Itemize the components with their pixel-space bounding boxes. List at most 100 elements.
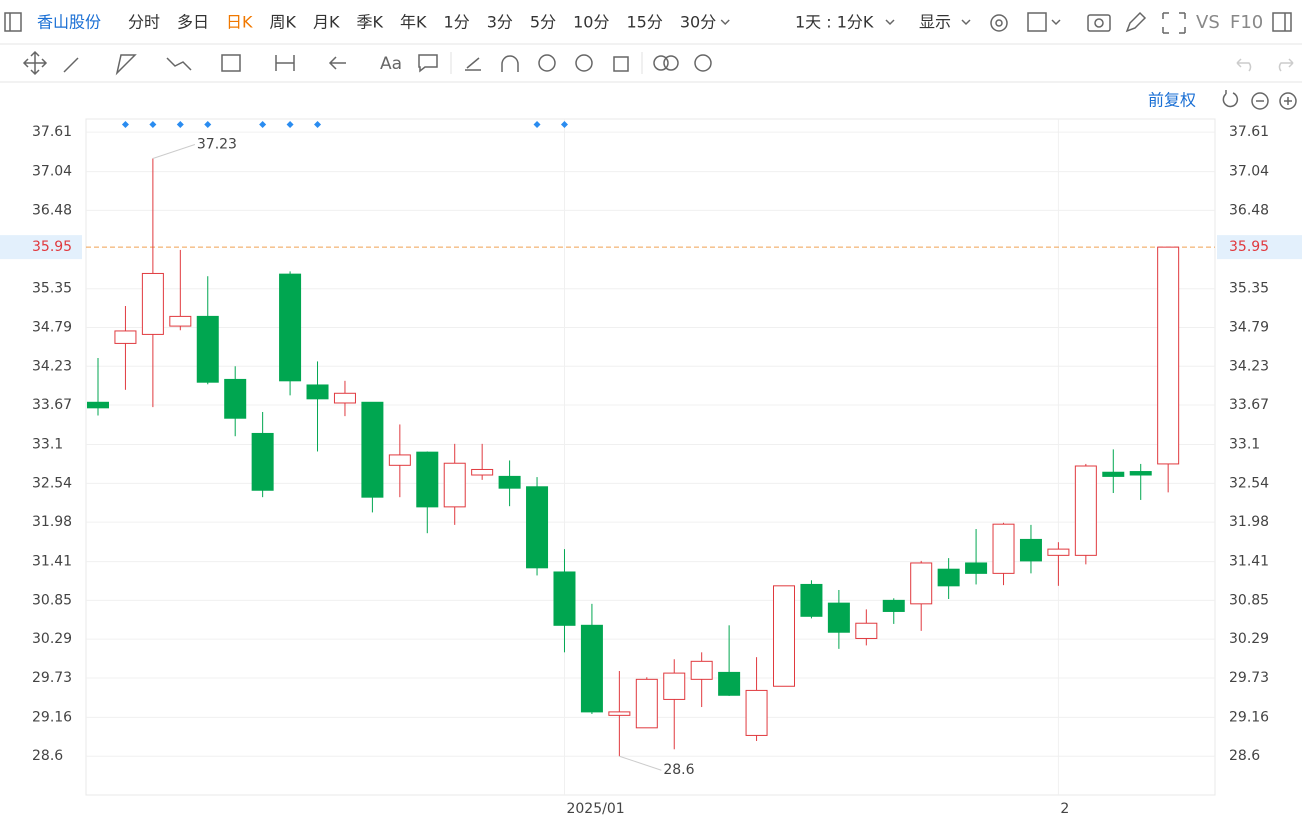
note-tool[interactable] <box>418 54 438 73</box>
period-tab[interactable]: 15分 <box>626 13 662 32</box>
candle-body <box>388 454 411 466</box>
interval-select[interactable]: 1天 : 1分K <box>795 13 874 32</box>
text-tool[interactable]: Aa <box>380 54 402 74</box>
y-tick-label: 29.73 <box>32 670 72 686</box>
event-marker[interactable] <box>560 121 568 128</box>
y-tick-label-right: 30.85 <box>1229 592 1269 608</box>
period-tabs: 分时 多日 日K 周K 月K 季K 年K 1分 3分 5分 10分 15分 30分 <box>128 13 730 32</box>
candle-body <box>580 624 603 713</box>
y-tick-label-right: 29.16 <box>1229 709 1269 725</box>
display-select[interactable]: 显示 <box>919 13 951 32</box>
measure-tool[interactable] <box>275 55 295 71</box>
move-tool[interactable] <box>22 50 48 76</box>
compare-tool[interactable] <box>653 55 669 71</box>
x-tick-label: 2 <box>1060 801 1069 817</box>
y-tick-label-right: 31.41 <box>1229 554 1269 570</box>
fib-tool[interactable] <box>221 54 241 72</box>
chevron <box>720 19 730 26</box>
sidebar-icon[interactable] <box>4 12 22 32</box>
period-tab[interactable]: 30分 <box>680 13 716 32</box>
period-tab[interactable]: 分时 <box>128 13 160 32</box>
y-tick-label-right: 34.79 <box>1229 319 1269 335</box>
panel-icon[interactable] <box>1272 12 1292 32</box>
y-tick-label: 30.29 <box>32 631 72 647</box>
candle-body <box>471 468 494 476</box>
shape-tool[interactable] <box>115 54 137 76</box>
period-tab[interactable]: 1分 <box>444 13 470 32</box>
candle-body <box>800 583 823 617</box>
y-tick-label-right: 28.6 <box>1229 748 1260 764</box>
zoom-out[interactable] <box>1251 92 1269 110</box>
settings-icon-core <box>995 19 1003 27</box>
candle-body <box>855 622 878 639</box>
period-tab[interactable]: 季K <box>357 13 384 32</box>
y-tick-label: 34.79 <box>32 319 72 335</box>
period-tab[interactable]: 周K <box>270 13 297 32</box>
y-tick-label-right: 33.67 <box>1229 397 1269 413</box>
event-marker[interactable] <box>259 121 267 128</box>
zoom-in-plus <box>1284 97 1292 105</box>
y-tick-label: 35.35 <box>32 281 72 297</box>
reset-icon[interactable] <box>1222 90 1239 108</box>
stock-name[interactable]: 香山股份 <box>37 13 101 32</box>
y-tick-label: 28.6 <box>32 748 63 764</box>
pencil-icon[interactable] <box>1125 11 1147 33</box>
event-marker[interactable] <box>204 121 212 128</box>
y-tick-label-right: 35.35 <box>1229 281 1269 297</box>
x-tick-label: 2025/01 <box>566 801 624 817</box>
camera-icon[interactable] <box>1087 14 1111 32</box>
layout-icon[interactable] <box>1027 12 1047 32</box>
y-tick-label: 33.67 <box>32 397 72 413</box>
candle-body <box>333 392 356 404</box>
hide-tool[interactable] <box>575 54 593 72</box>
candle-body <box>827 602 850 633</box>
zoom-in[interactable] <box>1279 92 1297 110</box>
event-marker[interactable] <box>176 121 184 128</box>
adjust-mode[interactable]: 前复权 <box>1148 91 1196 110</box>
undo[interactable] <box>1236 58 1252 72</box>
compare-tool[interactable] <box>663 55 679 71</box>
price-tag-bg <box>0 235 82 260</box>
price-tag-bg <box>1217 235 1302 260</box>
redo[interactable] <box>1278 58 1294 72</box>
y-tick-label: 36.48 <box>32 202 72 218</box>
event-marker[interactable] <box>533 121 541 128</box>
delete-tool[interactable] <box>613 56 629 72</box>
drawing-settings[interactable] <box>694 54 712 72</box>
magnet-tool[interactable] <box>501 55 519 72</box>
event-marker[interactable] <box>149 121 157 128</box>
period-tab[interactable]: 月K <box>313 13 340 32</box>
settings-icon[interactable] <box>990 14 1008 32</box>
candle-body <box>1019 538 1042 562</box>
arrow-tool[interactable] <box>328 56 346 70</box>
line-tool[interactable] <box>63 57 79 73</box>
candle-body <box>635 678 658 729</box>
period-tab[interactable]: 年K <box>400 13 427 32</box>
vs-button[interactable]: VS <box>1196 12 1220 33</box>
period-tab[interactable]: 5分 <box>530 13 556 32</box>
chevron <box>885 19 895 26</box>
wave-tool[interactable] <box>166 57 192 71</box>
candle-body <box>279 273 302 382</box>
fullscreen-icon[interactable] <box>1162 12 1186 34</box>
event-marker[interactable] <box>314 121 322 128</box>
y-tick-label-right: 37.61 <box>1229 124 1269 140</box>
pen-tool[interactable] <box>465 57 481 71</box>
candle-body <box>251 432 274 491</box>
y-tick-label-right: 37.04 <box>1229 164 1269 180</box>
y-tick-label: 33.1 <box>32 437 63 453</box>
event-marker[interactable] <box>121 121 129 128</box>
period-tab[interactable]: 日K <box>226 13 253 32</box>
candle-body <box>306 384 329 400</box>
period-tab[interactable]: 多日 <box>177 13 209 32</box>
event-marker[interactable] <box>286 121 294 128</box>
chevron <box>961 19 971 26</box>
candle-body <box>663 672 686 700</box>
period-tab[interactable]: 10分 <box>573 13 609 32</box>
lock-tool[interactable] <box>538 54 556 72</box>
candle-body <box>553 571 576 626</box>
candle-body <box>416 451 439 508</box>
f10-button[interactable]: F10 <box>1230 12 1263 33</box>
period-tab[interactable]: 3分 <box>487 13 513 32</box>
